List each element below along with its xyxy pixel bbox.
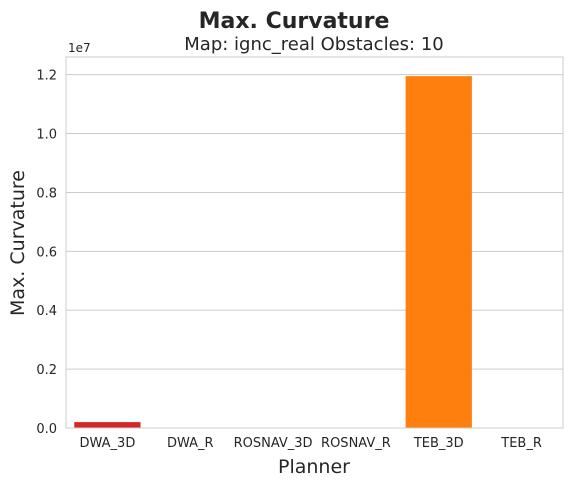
y-tick-label: 0.6 bbox=[36, 245, 57, 260]
bar-teb-3d bbox=[406, 76, 472, 428]
x-tick-label: DWA_3D bbox=[80, 436, 136, 451]
x-tick-label: ROSNAV_3D bbox=[234, 436, 313, 451]
plot-frame bbox=[66, 57, 563, 428]
x-tick-label: TEB_3D bbox=[413, 436, 464, 451]
y-tick-label: 1.2 bbox=[36, 69, 57, 84]
bar-dwa-3d bbox=[74, 422, 140, 428]
y-tick-label: 1.0 bbox=[36, 128, 57, 143]
y-tick-label: 0.4 bbox=[36, 304, 57, 319]
chart-title: Map: ignc_real Obstacles: 10 bbox=[184, 34, 443, 55]
x-tick-labels: DWA_3D DWA_R ROSNAV_3D ROSNAV_R TEB_3D TEB_R bbox=[80, 436, 542, 451]
chart-suptitle: Max. Curvature bbox=[199, 9, 390, 34]
x-axis-label: Planner bbox=[278, 456, 350, 478]
y-tick-label: 0.0 bbox=[36, 422, 57, 437]
y-axis-offset-label: 1e7 bbox=[68, 41, 91, 55]
x-tick-label: ROSNAV_R bbox=[321, 436, 391, 451]
x-tick-label: DWA_R bbox=[167, 436, 214, 451]
bars bbox=[74, 76, 472, 428]
x-tick-label: TEB_R bbox=[500, 436, 542, 451]
y-tick-labels: 0.0 0.2 0.4 0.6 0.8 1.0 1.2 bbox=[36, 69, 57, 437]
y-axis-label: Max. Curvature bbox=[7, 170, 29, 316]
y-gridlines bbox=[66, 75, 563, 428]
y-tick-label: 0.8 bbox=[36, 186, 57, 201]
y-tick-label: 0.2 bbox=[36, 363, 57, 378]
